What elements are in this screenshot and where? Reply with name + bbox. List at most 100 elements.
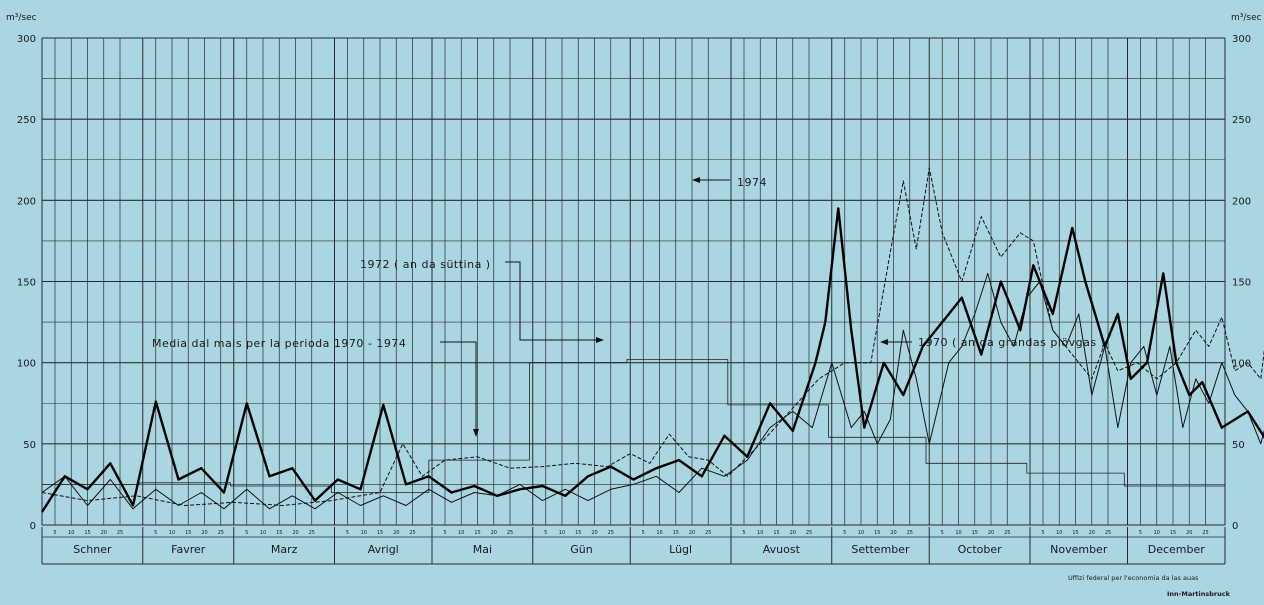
- day-tick-label: 10: [1056, 530, 1062, 536]
- unit-label-left: m³/sec: [6, 13, 37, 23]
- day-tick-label: 25: [907, 530, 913, 536]
- y-tick-label-right: 300: [1232, 34, 1251, 45]
- day-tick-label: 25: [218, 530, 224, 536]
- day-tick-label: 25: [409, 530, 415, 536]
- y-tick-label-left: 50: [23, 440, 36, 451]
- day-tick-label: 10: [260, 530, 266, 536]
- month-axis: Schner 5 10 15 20 25 Favrer 5 10 15 20 25 Marz 5 10 15 2…: [41, 527, 1226, 565]
- day-tick-label: 10: [169, 530, 175, 536]
- arrowhead-1972: [596, 337, 604, 343]
- annotation-1972: 1972 ( an da süttina ): [360, 258, 491, 271]
- day-tick-label: 25: [1105, 530, 1111, 536]
- y-tick-label-left: 100: [17, 359, 36, 370]
- y-tick-label-right: 250: [1232, 115, 1251, 126]
- month-label: November: [1050, 543, 1108, 556]
- month-label: Settember: [851, 543, 910, 556]
- day-tick-label: 20: [1186, 530, 1192, 536]
- day-tick-label: 15: [185, 530, 191, 536]
- y-tick-label-right: 0: [1232, 521, 1238, 532]
- month-label: Mai: [473, 543, 492, 556]
- day-tick-label: 5: [843, 530, 846, 536]
- y-tick-label-left: 200: [17, 196, 36, 207]
- day-tick-label: 10: [858, 530, 864, 536]
- day-tick-label: 5: [544, 530, 547, 536]
- day-tick-label: 5: [154, 530, 157, 536]
- series-line-step: [42, 358, 1225, 493]
- y-tick-label-right: 200: [1232, 196, 1251, 207]
- month-label: October: [958, 543, 1002, 556]
- day-tick-label: 10: [955, 530, 961, 536]
- month-label: December: [1148, 543, 1206, 556]
- day-tick-label: 15: [377, 530, 383, 536]
- day-tick-label: 15: [276, 530, 282, 536]
- month-label: Marz: [271, 543, 298, 556]
- day-tick-label: 5: [941, 530, 944, 536]
- day-tick-label: 25: [608, 530, 614, 536]
- day-tick-label: 15: [474, 530, 480, 536]
- annotation-1970: 1970 ( an da grandas plövgas ): [918, 336, 1105, 349]
- y-tick-label-left: 0: [30, 521, 36, 532]
- arrowhead-1974: [692, 177, 700, 183]
- arrow-1972: [505, 261, 600, 341]
- day-tick-label: 15: [972, 530, 978, 536]
- day-tick-label: 10: [458, 530, 464, 536]
- annotation-1974: 1974: [737, 176, 767, 189]
- y-tick-label-left: 250: [17, 115, 36, 126]
- day-tick-label: 15: [874, 530, 880, 536]
- day-tick-label: 15: [1170, 530, 1176, 536]
- day-tick-label: 10: [68, 530, 74, 536]
- day-tick-label: 15: [773, 530, 779, 536]
- day-tick-label: 5: [346, 530, 349, 536]
- day-tick-label: 20: [201, 530, 207, 536]
- month-label: Avrigl: [368, 543, 399, 556]
- month-label: Gün: [570, 543, 592, 556]
- footer-agency: Uffizi federal per l'economia da las aua…: [1068, 574, 1199, 582]
- arrowhead-1970: [880, 339, 888, 345]
- day-tick-label: 5: [1041, 530, 1044, 536]
- day-tick-label: 20: [591, 530, 597, 536]
- series-line-thin: [41, 272, 1264, 510]
- y-tick-label-left: 300: [17, 34, 36, 45]
- series-line-thick: [40, 207, 1264, 513]
- day-tick-label: 25: [1202, 530, 1208, 536]
- day-tick-label: 20: [292, 530, 298, 536]
- month-label: Schner: [73, 543, 112, 556]
- footer-station: Inn-Martinsbruck: [1167, 590, 1231, 598]
- day-tick-label: 10: [361, 530, 367, 536]
- arrow-media: [440, 341, 477, 432]
- day-tick-label: 5: [642, 530, 645, 536]
- day-tick-label: 5: [742, 530, 745, 536]
- y-tick-label-right: 100: [1232, 359, 1251, 370]
- y-tick-label-left: 150: [17, 278, 36, 289]
- day-tick-label: 15: [1072, 530, 1078, 536]
- day-tick-label: 10: [559, 530, 565, 536]
- day-tick-label: 15: [575, 530, 581, 536]
- series-lines: [40, 167, 1264, 513]
- day-tick-label: 20: [790, 530, 796, 536]
- month-label: Avuost: [763, 543, 801, 556]
- day-tick-label: 25: [309, 530, 315, 536]
- month-label: Lügl: [669, 543, 692, 556]
- day-tick-label: 25: [117, 530, 123, 536]
- day-tick-label: 5: [1139, 530, 1142, 536]
- day-tick-label: 20: [988, 530, 994, 536]
- day-tick-label: 25: [507, 530, 513, 536]
- day-tick-label: 20: [101, 530, 107, 536]
- day-tick-label: 10: [757, 530, 763, 536]
- y-tick-label-right: 50: [1232, 440, 1245, 451]
- day-tick-label: 20: [393, 530, 399, 536]
- day-tick-label: 5: [245, 530, 248, 536]
- day-tick-label: 25: [705, 530, 711, 536]
- annotations: 1974 1972 ( an da süttina ) Media dal ma…: [152, 176, 1105, 437]
- day-tick-label: 5: [53, 530, 56, 536]
- month-label: Favrer: [171, 543, 206, 556]
- y-tick-label-right: 150: [1232, 278, 1251, 289]
- day-tick-label: 25: [806, 530, 812, 536]
- day-tick-label: 20: [1089, 530, 1095, 536]
- day-tick-label: 15: [673, 530, 679, 536]
- day-tick-label: 15: [84, 530, 90, 536]
- arrowhead-media: [473, 429, 479, 437]
- day-tick-label: 20: [491, 530, 497, 536]
